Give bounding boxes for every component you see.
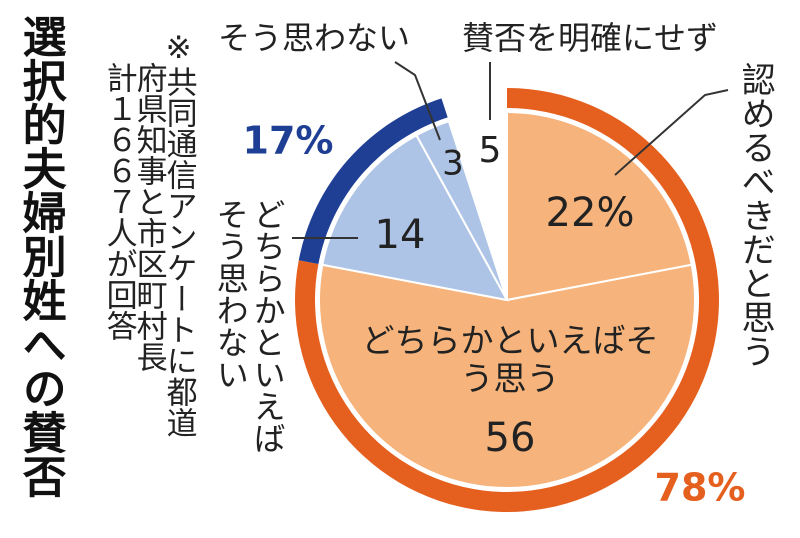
pie bbox=[294, 88, 719, 512]
value-label: 5 bbox=[479, 130, 502, 171]
category-label: どちらかといえばそう思わない bbox=[211, 198, 287, 454]
value-label: 3 bbox=[442, 144, 464, 184]
ring-label: 17% bbox=[243, 119, 334, 163]
category-label: 認めるべきだと思う bbox=[735, 62, 776, 368]
value-label: 56 bbox=[485, 415, 536, 461]
note-line: ※共同通信アンケートに都道 bbox=[160, 30, 197, 438]
leaders bbox=[292, 61, 729, 239]
title: 選択的夫婦別姓への賛否 bbox=[14, 14, 66, 498]
ring-label: 78% bbox=[655, 466, 746, 510]
pie-slice bbox=[506, 110, 693, 302]
ring-segment bbox=[298, 98, 448, 265]
pie-slice bbox=[318, 263, 696, 489]
note-line: 計１６６７人が回答 bbox=[100, 62, 137, 341]
category-label: 賛否を明確にせず bbox=[462, 19, 719, 57]
pie-slice bbox=[321, 133, 509, 302]
note-line: 府県知事と市区町村長 bbox=[130, 62, 167, 372]
leader-line bbox=[394, 61, 441, 141]
leader-line bbox=[614, 89, 729, 176]
pie-slice bbox=[447, 110, 508, 301]
category-label: どちらかといえばそう思う bbox=[361, 321, 659, 398]
category-label: そう思わない bbox=[218, 19, 411, 57]
value-label: 22% bbox=[546, 190, 635, 236]
value-label: 14 bbox=[375, 212, 426, 258]
